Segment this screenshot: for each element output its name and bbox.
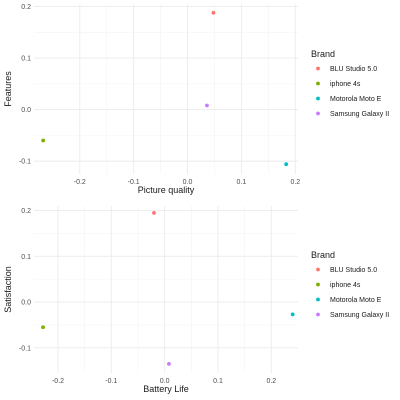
data-point — [205, 103, 209, 108]
y-tick-label: 0.2 — [21, 4, 31, 11]
legend-label: Samsung Galaxy II — [330, 111, 389, 118]
y-axis-title: Satisfaction — [3, 266, 13, 313]
chart-bottom: -0.2 -0.1 0.0 0.1 0.2 -0.1 0.0 0.1 0.2 Battery Li… — [3, 206, 298, 394]
legend-label: Samsung Galaxy II — [330, 312, 389, 319]
legend-key — [316, 81, 320, 86]
legend-key — [316, 312, 320, 317]
x-tick-label: 0.2 — [290, 179, 300, 186]
chart-top: -0.2 -0.1 0.0 0.1 0.2 -0.1 0.0 0.1 0.2 Picture qu… — [3, 4, 300, 195]
data-point — [167, 361, 171, 366]
x-tick-label: 0.1 — [237, 179, 247, 186]
x-tick-label: -0.2 — [52, 378, 64, 385]
legend-label: Motorola Moto E — [330, 297, 382, 304]
legend-title: Brand — [311, 250, 335, 260]
x-axis-title: Picture quality — [138, 185, 195, 195]
legend-key — [316, 297, 320, 302]
legend-key — [316, 66, 320, 71]
y-tick-label: -0.1 — [19, 159, 31, 166]
x-tick-label: 0.2 — [266, 378, 276, 385]
x-axis-title: Battery Life — [143, 384, 189, 394]
y-tick-label: 0.1 — [21, 254, 31, 261]
x-tick-label: -0.2 — [74, 179, 86, 186]
data-point — [41, 138, 46, 143]
y-tick-label: 0.2 — [21, 208, 31, 215]
legend-top: Brand BLU Studio 5.0 iphone 4s Motorola Mot… — [311, 49, 389, 118]
legend-title: Brand — [311, 49, 335, 59]
x-tick-label: -0.1 — [128, 179, 140, 186]
legend-label: iphone 4s — [330, 282, 361, 289]
legend-bottom: Brand BLU Studio 5.0 iphone 4s Motorola Mot… — [311, 250, 389, 319]
y-tick-label: 0.1 — [21, 56, 31, 63]
legend-key — [316, 111, 320, 116]
x-tick-label: 0.0 — [160, 378, 170, 385]
data-point — [152, 210, 156, 215]
data-point — [290, 312, 295, 317]
y-tick-label: -0.1 — [19, 345, 31, 352]
y-tick-label: 0.0 — [21, 107, 31, 114]
legend-label: iphone 4s — [330, 81, 361, 88]
legend-label: BLU Studio 5.0 — [330, 267, 377, 274]
legend-key — [316, 96, 320, 101]
y-axis-title: Features — [3, 71, 13, 107]
x-tick-label: 0.1 — [213, 378, 223, 385]
data-point — [284, 162, 289, 167]
x-tick-label: -0.1 — [105, 378, 117, 385]
y-tick-label: 0.0 — [21, 300, 31, 307]
x-tick-label: 0.0 — [183, 179, 193, 186]
data-point — [211, 10, 216, 15]
data-point — [41, 325, 45, 330]
legend-label: Motorola Moto E — [330, 96, 382, 103]
legend-key — [316, 282, 320, 287]
legend-label: BLU Studio 5.0 — [330, 66, 377, 73]
legend-key — [316, 267, 320, 272]
